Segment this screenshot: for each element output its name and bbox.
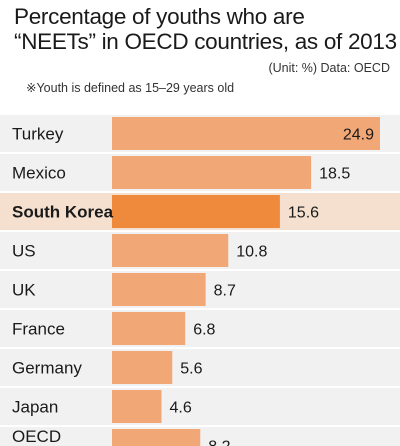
bar-mexico xyxy=(112,156,312,189)
youth-definition-note: ※Youth is defined as 15–29 years old xyxy=(26,81,235,95)
category-label-line: OECD xyxy=(12,427,61,446)
category-label-germany: Germany xyxy=(12,359,82,378)
category-label-oecd-average: OECDaverage xyxy=(12,427,73,446)
row-band-germany xyxy=(0,349,400,386)
category-label-us: US xyxy=(12,242,36,261)
bar-oecd-average xyxy=(112,429,201,446)
row-band-france xyxy=(0,310,400,347)
bar-germany xyxy=(112,351,173,384)
value-label-oecd-average: 8.2 xyxy=(208,439,230,446)
category-label-mexico: Mexico xyxy=(12,164,66,183)
category-label-japan: Japan xyxy=(12,398,58,417)
bar-japan xyxy=(112,390,162,423)
value-label-japan: 4.6 xyxy=(170,400,192,417)
bar-turkey xyxy=(112,117,380,150)
bar-uk xyxy=(112,273,206,306)
bar-south-korea xyxy=(112,195,280,228)
category-label-line: average xyxy=(12,442,73,446)
value-label-south-korea: 15.6 xyxy=(288,205,319,222)
category-label-south-korea: South Korea xyxy=(12,203,114,222)
row-band-japan xyxy=(0,388,400,425)
chart-title-line-2: “NEETs” in OECD countries, as of 2013 xyxy=(14,29,397,54)
value-label-germany: 5.6 xyxy=(180,361,202,378)
value-label-france: 6.8 xyxy=(193,322,215,339)
category-label-turkey: Turkey xyxy=(12,125,64,144)
bar-us xyxy=(112,234,229,267)
value-label-uk: 8.7 xyxy=(214,283,236,300)
category-label-france: France xyxy=(12,320,65,339)
category-label-uk: UK xyxy=(12,281,36,300)
bar-france xyxy=(112,312,186,345)
chart-title: Percentage of youths who are “NEETs” in … xyxy=(14,4,397,54)
chart-title-line-1: Percentage of youths who are xyxy=(14,4,305,29)
value-label-us: 10.8 xyxy=(236,244,267,261)
value-label-mexico: 18.5 xyxy=(319,166,350,183)
unit-source-note: (Unit: %) Data: OECD xyxy=(268,61,390,75)
value-label-turkey: 24.9 xyxy=(343,127,374,144)
